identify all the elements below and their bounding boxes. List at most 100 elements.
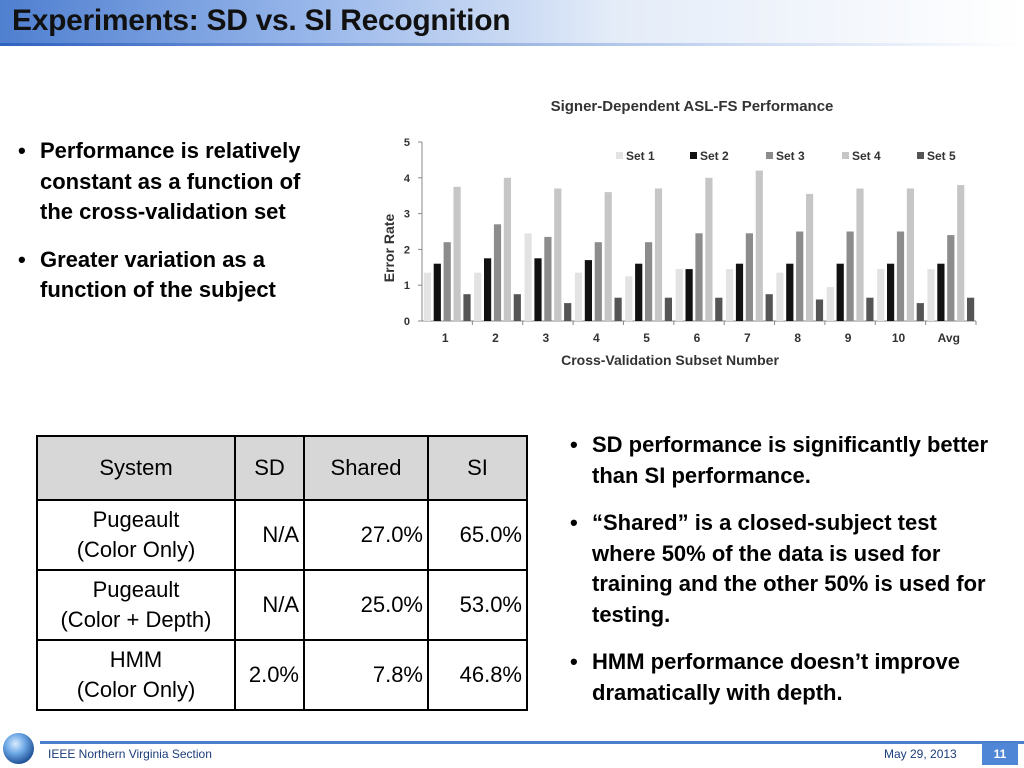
bar [645, 242, 653, 321]
bar [443, 242, 451, 321]
header-sd: SD [234, 435, 305, 501]
system-name: Pugeault [92, 577, 180, 602]
si-cell: 53.0% [427, 569, 528, 641]
footer-organization: IEEE Northern Virginia Section [48, 747, 212, 761]
x-tick-label: 9 [845, 331, 852, 345]
si-cell: 46.8% [427, 639, 528, 711]
bar [493, 224, 502, 321]
bar [906, 188, 914, 321]
sd-cell: 2.0% [234, 639, 305, 711]
bar [423, 272, 431, 321]
bar [866, 297, 874, 321]
legend-swatch [690, 152, 697, 159]
footer-date: May 29, 2013 [884, 747, 957, 761]
bar [524, 233, 532, 321]
bar [685, 269, 693, 321]
bar [776, 272, 784, 321]
legend-label: Set 4 [852, 149, 881, 163]
header-system: System [36, 435, 236, 501]
sd-cell: N/A [234, 499, 305, 571]
slide-title: Experiments: SD vs. SI Recognition [12, 4, 511, 37]
header-si: SI [427, 435, 528, 501]
bar [453, 186, 461, 322]
header-shared: Shared [303, 435, 429, 501]
shared-cell: 27.0% [303, 499, 429, 571]
globe-logo-icon [3, 733, 34, 764]
bar [594, 242, 602, 321]
title-underline [0, 43, 1024, 46]
x-tick-label: 3 [543, 331, 550, 345]
bar [584, 260, 592, 321]
left-bullet-list: Performance is relatively constant as a … [14, 136, 334, 323]
bar [877, 269, 885, 321]
table-row: HMM (Color Only) 2.0% 7.8% 46.8% [36, 639, 528, 711]
y-tick-label: 2 [404, 244, 410, 256]
bar [604, 192, 612, 321]
bar [916, 303, 924, 321]
system-variant: (Color Only) [76, 537, 196, 562]
bar [715, 297, 723, 321]
x-tick-label: 5 [643, 331, 650, 345]
footer-divider [40, 741, 1024, 744]
legend: Set 1 Set 2 Set 3 Set 4 Set 5 [616, 149, 956, 163]
legend-label: Set 1 [626, 149, 655, 163]
x-tick-label: 4 [593, 331, 600, 345]
bar [625, 276, 633, 322]
legend-label: Set 5 [927, 149, 956, 163]
system-cell: HMM (Color Only) [36, 639, 236, 711]
bullet-item: Performance is relatively constant as a … [14, 136, 334, 228]
y-tick-label: 5 [404, 137, 410, 149]
y-tick-label: 4 [404, 173, 411, 185]
system-cell: Pugeault (Color Only) [36, 499, 236, 571]
bar [806, 193, 814, 321]
bullet-item: “Shared” is a closed-subject test where … [566, 508, 1006, 630]
bar [574, 272, 583, 321]
bar [896, 231, 905, 321]
bar [635, 263, 643, 321]
x-tick-label: 6 [694, 331, 701, 345]
legend-swatch [766, 152, 773, 159]
legend-swatch [616, 152, 623, 159]
bar [675, 269, 683, 321]
bar [503, 177, 511, 321]
bar [726, 269, 734, 321]
bar [534, 258, 542, 321]
shared-cell: 25.0% [303, 569, 429, 641]
plot-area: 0 1 2 3 4 5 1 2 3 4 5 6 7 8 9 10 Avg [404, 137, 977, 345]
system-name: Pugeault [92, 507, 180, 532]
system-cell: Pugeault (Color + Depth) [36, 569, 236, 641]
bar [967, 297, 975, 321]
legend-swatch [917, 152, 924, 159]
y-tick-label: 1 [404, 280, 410, 292]
results-table: System SD Shared SI Pugeault (Color Only)… [36, 435, 528, 711]
error-rate-bar-chart: Signer-Dependent ASL-FS Performance Erro… [381, 98, 977, 368]
system-name: HMM [109, 647, 163, 672]
bullet-item: Greater variation as a function of the s… [14, 245, 334, 306]
bar [765, 294, 773, 321]
bar [836, 263, 844, 321]
bar [544, 236, 552, 321]
bar [786, 263, 794, 321]
chart-title: Signer-Dependent ASL-FS Performance [551, 98, 834, 115]
x-axis-label: Cross-Validation Subset Number [561, 352, 779, 368]
bar [937, 263, 945, 321]
page-number: 11 [982, 743, 1018, 765]
x-tick-label: 8 [794, 331, 801, 345]
y-tick-label: 3 [404, 209, 410, 221]
right-bullet-list: SD performance is significantly better t… [566, 430, 1006, 725]
legend-swatch [842, 152, 849, 159]
legend-label: Set 3 [776, 149, 805, 163]
bar [433, 263, 441, 321]
table-header-row: System SD Shared SI [36, 435, 528, 501]
bar [927, 269, 935, 321]
bar [796, 231, 804, 321]
bar [856, 188, 864, 321]
title-bar: Experiments: SD vs. SI Recognition [0, 0, 1024, 46]
bar [815, 299, 824, 321]
bar [564, 303, 572, 321]
bar [957, 185, 965, 321]
system-variant: (Color + Depth) [60, 607, 212, 632]
bar [705, 177, 713, 321]
bar [484, 258, 492, 321]
x-tick-label: 1 [442, 331, 449, 345]
